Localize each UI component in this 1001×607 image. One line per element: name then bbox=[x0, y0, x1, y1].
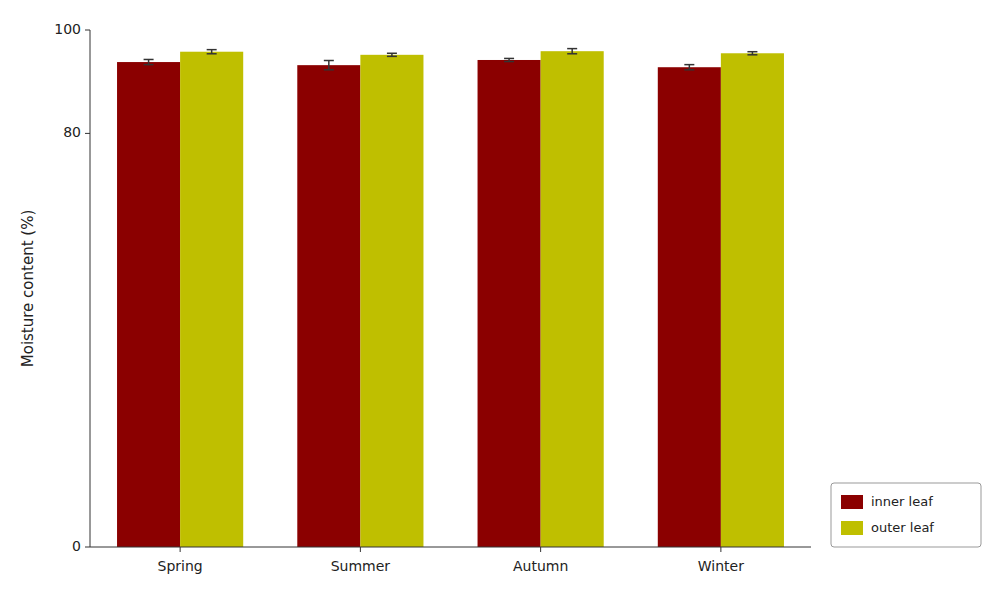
axes: 0 80 100 Spring Summer Autumn Winter Moisture c… bbox=[19, 21, 812, 574]
x-tick-label: Autumn bbox=[513, 558, 568, 574]
error-cap bbox=[144, 64, 154, 66]
error-cap bbox=[567, 48, 577, 50]
bar bbox=[297, 65, 360, 547]
legend-box bbox=[831, 483, 981, 547]
x-tick bbox=[540, 547, 541, 552]
error-bar bbox=[387, 53, 397, 56]
y-tick bbox=[85, 133, 90, 134]
bar bbox=[478, 60, 541, 547]
y-axis-label: Moisture content (%) bbox=[19, 210, 37, 367]
x-tick-label: Summer bbox=[331, 558, 391, 574]
chart-container: 0 80 100 Spring Summer Autumn Winter Moisture c… bbox=[0, 0, 1001, 607]
error-bar bbox=[207, 50, 217, 54]
error-cap bbox=[684, 64, 694, 66]
error-line bbox=[571, 49, 573, 54]
error-bar bbox=[324, 61, 334, 70]
error-cap bbox=[387, 53, 397, 55]
y-tick-label: 100 bbox=[54, 21, 81, 37]
bar bbox=[180, 52, 243, 547]
error-cap bbox=[504, 61, 514, 63]
bar bbox=[541, 51, 604, 547]
x-tick bbox=[360, 547, 361, 552]
x-tick-label: Winter bbox=[698, 558, 744, 574]
legend-swatch bbox=[841, 495, 863, 509]
legend: inner leaf outer leaf bbox=[831, 483, 981, 547]
chart-svg: 0 80 100 Spring Summer Autumn Winter Moisture c… bbox=[0, 0, 1001, 607]
x-tick-label: Spring bbox=[158, 558, 203, 574]
y-tick-label: 0 bbox=[72, 538, 81, 554]
error-bar bbox=[567, 49, 577, 54]
error-cap bbox=[747, 51, 757, 53]
error-cap bbox=[747, 54, 757, 56]
y-tick bbox=[85, 547, 90, 548]
bar bbox=[117, 62, 180, 547]
error-bar bbox=[144, 59, 154, 64]
bar bbox=[658, 67, 721, 547]
error-cap bbox=[504, 58, 514, 60]
error-line bbox=[328, 61, 330, 70]
error-bar bbox=[504, 58, 514, 61]
error-cap bbox=[387, 56, 397, 58]
y-tick-label: 80 bbox=[63, 124, 81, 140]
x-axis-line bbox=[90, 547, 811, 548]
x-tick bbox=[180, 547, 181, 552]
x-tick bbox=[720, 547, 721, 552]
bar bbox=[721, 53, 784, 547]
error-cap bbox=[684, 69, 694, 71]
legend-label: inner leaf bbox=[871, 494, 933, 509]
legend-label: outer leaf bbox=[871, 520, 934, 535]
y-axis-line bbox=[90, 30, 91, 547]
error-cap bbox=[144, 59, 154, 61]
series bbox=[180, 49, 784, 547]
error-cap bbox=[207, 53, 217, 55]
error-bar bbox=[684, 65, 694, 70]
error-cap bbox=[324, 60, 334, 62]
error-line bbox=[689, 65, 691, 70]
error-line bbox=[148, 59, 150, 64]
y-tick bbox=[85, 30, 90, 31]
error-cap bbox=[567, 53, 577, 55]
error-bar bbox=[747, 52, 757, 55]
bars bbox=[117, 49, 784, 547]
error-cap bbox=[324, 69, 334, 71]
error-cap bbox=[207, 49, 217, 51]
legend-swatch bbox=[841, 521, 863, 535]
bar bbox=[360, 55, 423, 547]
